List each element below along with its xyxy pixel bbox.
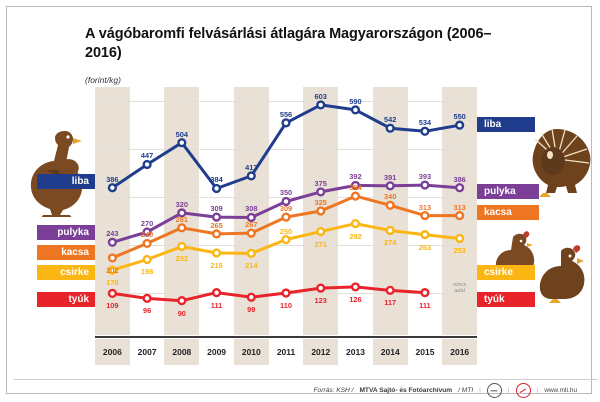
legend-tag-pulyka-right[interactable]: pulyka [477, 184, 539, 199]
data-label: 391 [384, 172, 397, 182]
legend-tag-tyuk-right[interactable]: tyúk [477, 292, 535, 307]
mti-logo-icon [515, 383, 531, 398]
data-label: 417 [245, 162, 258, 172]
legend-tag-pulyka-left[interactable]: pulyka [37, 225, 95, 240]
data-label: 313 [453, 202, 466, 212]
data-label: 267 [245, 220, 258, 230]
series-lines [107, 100, 465, 306]
legend-tag-csirke-right[interactable]: csirke [477, 265, 535, 280]
data-label: 215 [210, 260, 223, 270]
data-label: 309 [279, 204, 293, 214]
data-label: 292 [349, 231, 362, 241]
data-label: 232 [175, 254, 188, 264]
footer-separator: | [536, 387, 539, 394]
data-label: 393 [418, 172, 432, 182]
data-label: 550 [453, 112, 466, 122]
data-label: 350 [279, 188, 293, 198]
x-axis-labels: 2006 2007 2008 2009 2010 2011 2012 2013 … [95, 339, 478, 365]
data-label: 111 [210, 300, 223, 310]
legend-tag-kacsa-right[interactable]: kacsa [477, 205, 539, 220]
data-label: 364 [349, 183, 362, 193]
data-label: 320 [175, 199, 188, 209]
data-label: 90 [177, 308, 186, 318]
goose-head-illustration [58, 159, 79, 175]
legend-tag-kacsa-left[interactable]: kacsa [37, 245, 95, 260]
data-label: 263 [418, 242, 432, 252]
data-label: 202 [106, 265, 119, 275]
legend-tag-csirke-left[interactable]: csirke [37, 265, 95, 280]
data-label: 556 [279, 109, 293, 119]
x-tick: 2013 [346, 347, 365, 357]
x-tick: 2009 [207, 347, 227, 357]
data-label: 117 [384, 298, 397, 308]
data-label: 504 [175, 129, 188, 139]
data-label: 603 [314, 91, 327, 101]
source-bold: MTVA Sajtó- és Fotóarchívum [359, 387, 453, 394]
mtva-logo-icon [486, 383, 502, 398]
footer-divider [14, 379, 598, 380]
data-label: 325 [314, 198, 327, 207]
data-label: 240 [140, 230, 154, 240]
data-label: 309 [210, 204, 223, 214]
data-label: 447 [140, 151, 154, 161]
x-tick: 2008 [164, 339, 200, 365]
data-label: 265 [210, 220, 223, 230]
data-label: 308 [245, 204, 258, 214]
data-label: 198 [140, 267, 154, 277]
data-label: 110 [280, 301, 292, 311]
x-tick: 2014 [372, 339, 408, 365]
footer-bar: Forrás: KSH / MTVA Sajtó- és Fotóarchívu… [313, 383, 577, 398]
data-label: 123 [314, 296, 327, 306]
data-label: 281 [175, 214, 188, 224]
footer-separator: | [507, 387, 510, 394]
chart-plot-area: 386 447 504 384 417 556 603 590 542 534 550 243 270 3… [95, 87, 478, 335]
data-label: 99 [247, 305, 256, 315]
x-tick: 2010 [233, 339, 269, 365]
data-label: 313 [418, 202, 432, 212]
data-label: 590 [349, 96, 362, 106]
data-label: 253 [453, 246, 466, 256]
chicken-illustration-large [539, 245, 585, 303]
x-tick: 2012 [303, 339, 339, 365]
x-tick: 2007 [137, 347, 157, 357]
data-label: 271 [314, 239, 327, 249]
data-label: 392 [349, 172, 362, 182]
data-label: 384 [210, 175, 223, 185]
data-label: 243 [106, 229, 119, 239]
data-label: 214 [245, 261, 258, 271]
data-label: 270 [140, 218, 154, 228]
page-title: A vágóbaromfi felvásárlási átlagára Magy… [85, 26, 492, 61]
data-label: 274 [384, 238, 397, 248]
legend-tag-liba-left[interactable]: liba [37, 174, 95, 189]
data-label: 542 [384, 115, 397, 125]
legend-tag-tyuk-left[interactable]: tyúk [37, 292, 95, 307]
x-tick: 2006 [95, 339, 130, 365]
data-label: 386 [106, 174, 119, 184]
turkey-illustration [532, 128, 591, 197]
x-tick: 2016 [442, 339, 478, 365]
data-label: 111 [419, 300, 431, 310]
data-label: 534 [418, 118, 432, 128]
source-suffix: / MTI [458, 387, 474, 394]
source-prefix: Forrás: KSH / [313, 387, 354, 394]
no-data-label: nincs adat [453, 281, 467, 294]
data-label: 375 [314, 178, 327, 188]
x-tick: 2011 [276, 347, 296, 357]
data-label: 170 [106, 278, 119, 288]
footer-separator: | [479, 387, 481, 394]
legend-tag-liba-right[interactable]: liba [477, 117, 535, 132]
unit-label: (forint/kg) [85, 75, 121, 85]
x-axis-line [95, 336, 477, 338]
infographic-frame: A vágóbaromfi felvásárlási átlagára Magy… [6, 6, 598, 398]
data-label: 250 [279, 226, 293, 236]
footer-url[interactable]: www.mti.hu [544, 387, 577, 394]
data-label: 340 [384, 192, 397, 202]
data-label: 96 [142, 306, 152, 316]
data-label: 126 [349, 294, 362, 304]
data-label: 386 [453, 174, 466, 184]
data-label: 109 [106, 301, 119, 311]
x-tick: 2015 [415, 347, 435, 357]
